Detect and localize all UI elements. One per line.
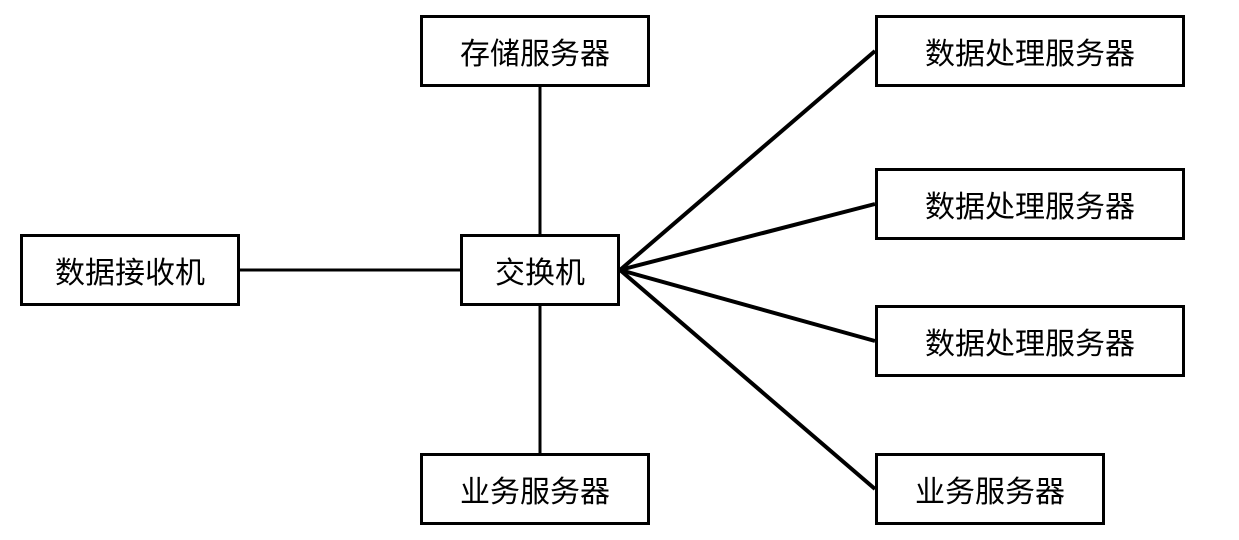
node-label: 数据处理服务器 (925, 29, 1135, 73)
node-label: 数据接收机 (55, 248, 205, 292)
node-label: 交换机 (495, 248, 585, 292)
node-dataproc-1: 数据处理服务器 (875, 15, 1185, 87)
node-business-bottom: 业务服务器 (420, 453, 650, 525)
node-storage: 存储服务器 (420, 15, 650, 87)
node-label: 数据处理服务器 (925, 182, 1135, 226)
node-business-right: 业务服务器 (875, 453, 1105, 525)
node-label: 业务服务器 (460, 467, 610, 511)
node-label: 存储服务器 (460, 29, 610, 73)
node-dataproc-2: 数据处理服务器 (875, 168, 1185, 240)
node-receiver: 数据接收机 (20, 234, 240, 306)
node-label: 业务服务器 (915, 467, 1065, 511)
node-label: 数据处理服务器 (925, 319, 1135, 363)
node-dataproc-3: 数据处理服务器 (875, 305, 1185, 377)
edge (620, 270, 875, 489)
edge (620, 270, 875, 341)
edge (620, 204, 875, 270)
node-switch: 交换机 (460, 234, 620, 306)
edge (620, 51, 875, 270)
